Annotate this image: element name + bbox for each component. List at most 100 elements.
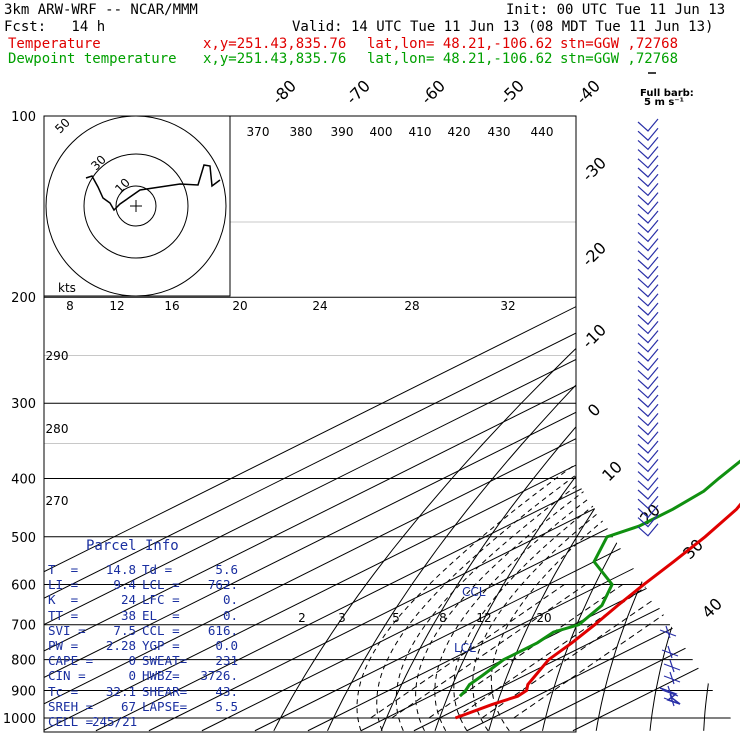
wind-barb-icon — [637, 192, 659, 206]
wind-barb-icon — [637, 330, 659, 344]
model-title: 3km ARW-WRF -- NCAR/MMM — [4, 2, 198, 18]
parcel-info-key: LCL = — [142, 577, 180, 593]
isotherm-line — [148, 116, 740, 732]
parcel-info-title: Parcel Info — [86, 538, 179, 554]
isotherm-line — [413, 116, 740, 732]
moist-adiabat — [376, 296, 740, 731]
wind-barb-icon — [637, 247, 659, 261]
temp-legend-stn: stn=GGW ,72768 — [560, 36, 679, 52]
wind-barb-icon — [637, 146, 659, 160]
mixing-ratio-label: 3 — [338, 611, 346, 625]
parcel-info-key: HWBZ= — [142, 668, 180, 684]
wind-barb-icon — [637, 127, 659, 142]
hodograph-trace — [85, 164, 221, 212]
hodograph-axis-label: kts — [58, 281, 76, 295]
isotherm-line — [360, 116, 740, 732]
parcel-info-key: K = — [48, 592, 79, 608]
wind-barb-icon — [637, 118, 659, 132]
hodograph-ring — [115, 185, 157, 227]
wind-barb-icon — [637, 459, 659, 473]
wind-barb-icon — [637, 357, 659, 372]
parcel-info-key: LFC = — [142, 592, 180, 608]
parcel-info-value: 24 — [120, 592, 136, 608]
isotherm-label: -10 — [578, 320, 610, 352]
wind-barb-icon — [637, 210, 659, 224]
parcel-info-row: CIN = 0 HWBZ= 3726. — [48, 668, 238, 683]
wind-barb-icon — [637, 219, 659, 234]
theta-label: 400 — [370, 125, 393, 139]
isotherm-line — [307, 116, 740, 732]
parcel-info-value: 67 — [120, 698, 136, 714]
isotherm-line — [466, 116, 740, 732]
plot-frame — [43, 115, 577, 733]
parcel-info-value: 0. — [222, 592, 238, 608]
wind-barb-icon — [637, 155, 659, 169]
hodograph-axis-label: 12 — [109, 299, 124, 313]
parcel-info-value: 7.5 — [113, 622, 136, 638]
isotherm-line — [44, 116, 740, 732]
wind-barb-icon — [637, 275, 659, 289]
wind-barb-icon — [637, 256, 659, 270]
parcel-info-value: 0. — [222, 607, 238, 623]
pressure-label: 700 — [11, 619, 36, 634]
theta-label-low: 290 — [46, 349, 69, 363]
pressure-label: 400 — [11, 472, 36, 487]
pressure-label: 500 — [11, 531, 36, 546]
wind-barb-icon — [637, 173, 659, 188]
wind-barb-icon — [637, 422, 659, 436]
parcel-info-value: 762. — [207, 577, 238, 593]
parcel-info-key: PW = — [48, 638, 79, 653]
pressure-label: 1000 — [3, 712, 36, 727]
wind-barb-icon — [637, 183, 659, 197]
parcel-info-key: YGP = — [142, 638, 180, 653]
parcel-info-value: 616. — [207, 622, 238, 638]
wind-barb-icon — [637, 385, 659, 399]
isotherm-line — [44, 116, 740, 732]
moist-adiabat — [434, 296, 740, 732]
wind-barb-icon — [637, 495, 659, 510]
parcel-info-row: CELL =245/21 — [48, 714, 238, 729]
theta-label: 370 — [247, 125, 270, 139]
isotherm-label: 0 — [584, 400, 605, 421]
wind-barb-icon — [637, 523, 659, 537]
parcel-info-value: 3726. — [200, 668, 238, 684]
mixing-ratio-label: 5 — [392, 611, 400, 625]
parcel-info-key: SWEAT= — [142, 653, 188, 669]
wind-barb-icon — [637, 339, 659, 353]
hodograph-axis-label: 24 — [312, 299, 327, 313]
wind-barb-icon — [637, 403, 659, 418]
isotherm-label: 10 — [598, 457, 626, 485]
pressure-label: 900 — [11, 684, 36, 699]
wind-barb-icon — [637, 164, 659, 178]
forecast-hour: Fcst: 14 h — [4, 19, 106, 35]
wind-barb-icon — [637, 321, 659, 335]
wind-barb-icon — [637, 505, 659, 519]
mixing-ratio-label: 12 — [476, 611, 491, 625]
isotherm-label: -20 — [578, 238, 610, 270]
hodograph-ring — [45, 115, 227, 297]
wind-barb-icon — [637, 431, 659, 445]
init-time: Init: 00 UTC Tue 11 Jun 13 — [506, 2, 726, 18]
parcel-info-key: Tc = — [48, 683, 79, 699]
parcel-info-key: CIN = — [48, 668, 86, 684]
parcel-info-key: SREH = — [48, 698, 94, 714]
wind-barb-icon — [637, 413, 659, 427]
wind-barb-icon — [637, 201, 659, 215]
full-barb-label: Full barb: — [640, 88, 694, 99]
dry-adiabat — [434, 116, 740, 731]
wind-barb-icon — [637, 293, 659, 307]
theta-label: 390 — [331, 125, 354, 139]
temp-legend-xy: x,y=251.43,835.76 — [203, 36, 347, 52]
dew-legend-stn: stn=GGW ,72768 — [560, 51, 679, 67]
isotherm-label: -70 — [342, 76, 374, 108]
theta-label-low: 280 — [46, 422, 69, 436]
barb-unit-label: 5 m s⁻¹ — [644, 97, 684, 108]
parcel-info-value: 32.1 — [105, 683, 136, 699]
isotherm-line — [44, 116, 740, 732]
parcel-info-row: Tc = 32.1 SHEAR= 43. — [48, 684, 238, 699]
parcel-info-value: 2.28 — [105, 638, 136, 653]
moist-adiabat — [472, 296, 740, 732]
parcel-info-key: LAPSE= — [142, 698, 188, 714]
moist-adiabat — [395, 296, 740, 731]
parcel-info-key: CCL = — [142, 622, 180, 638]
